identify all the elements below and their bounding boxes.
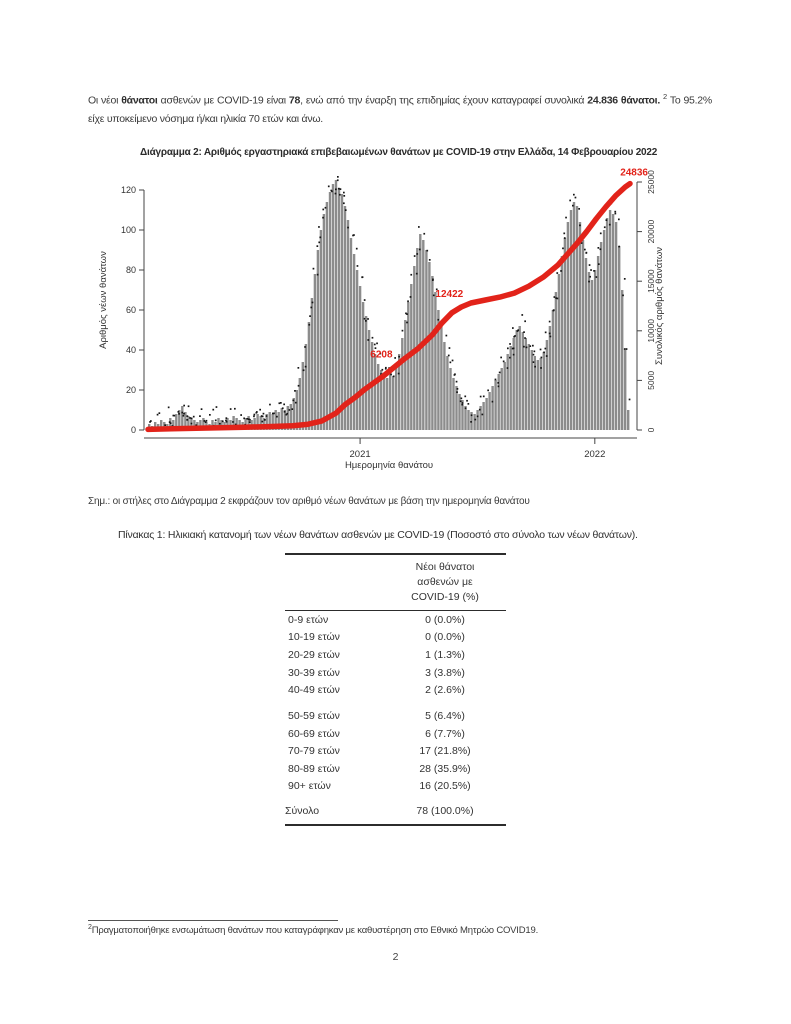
age-group-cell: 80-89 ετών [288,762,340,775]
table-row: 0-9 ετών 0 (0.0%) [285,611,506,629]
intro-bold-deaths: θάνατοι [121,94,158,107]
intro-bold-total: 24.836 θάνατοι. [587,94,660,107]
age-distribution-table: Νέοι θάνατοι ασθενών με COVID-19 (%) 0-9… [285,553,506,827]
age-group-cell: 60-69 ετών [288,727,340,740]
age-group-cell: 0-9 ετών [288,613,329,626]
table-row: 70-79 ετών 17 (21.8%) [285,742,506,760]
table-header-cell: Νέοι θάνατοι ασθενών με COVID-19 (%) [411,561,479,603]
chart-note: Σημ.: οι στήλες στο Διάγραμμα 2 εκφράζου… [88,496,530,507]
left-tick-label: 20 [126,385,136,395]
milestone-label: 12422 [435,289,463,300]
intro-bold-count: 78 [288,94,301,107]
footnote-marker: 2 [88,924,92,931]
bars-group [148,180,630,430]
deaths-chart: 0 20 40 60 80 100 120 0 5000 10000 15000 20000 25000… [98,168,665,471]
left-axis-title: Αριθμός νέων θανάτων [98,251,109,349]
value-label-specks [149,176,631,429]
table-caption: Πίνακας 1: Ηλικιακή κατανομή των νέων θα… [118,529,638,541]
value-cell: 6 (7.7%) [425,727,465,740]
age-group-cell: 10-19 ετών [288,631,340,644]
value-cell: 3 (3.8%) [425,666,465,679]
intro-text: Οι νέοι [88,94,122,107]
right-tick-label: 10000 [646,319,656,343]
left-tick-label: 80 [126,265,136,275]
milestone-label: 6208 [370,350,393,361]
value-cell: 28 (35.9%) [419,762,471,775]
left-tick-label: 60 [126,305,136,315]
age-group-cell: 20-29 ετών [288,648,340,661]
page-number: 2 [392,951,399,963]
table-row: 80-89 ετών 28 (35.9%) [285,760,506,778]
table-row: 30-39 ετών 3 (3.8%) [285,664,506,682]
left-tick-label: 100 [121,225,136,235]
value-cell: 5 (6.4%) [425,709,465,722]
value-cell: 2 (2.6%) [425,684,465,697]
total-value-cell: 78 (100.0%) [416,805,474,818]
age-group-cell: 70-79 ετών [288,745,340,758]
table-row: 40-49 ετών 2 (2.6%) [285,681,506,699]
value-cell: 1 (1.3%) [425,648,465,661]
left-tick-label: 120 [121,185,136,195]
table-row: 50-59 ετών 5 (6.4%) [285,699,506,725]
table-row: Σύνολο 78 (100.0%) [285,795,506,825]
right-tick-label: 25000 [646,170,656,194]
milestone-label: 24836 [620,168,648,179]
right-axis-title: Συνολικός αριθμός θανάτων [654,247,665,365]
age-group-cell: 40-49 ετών [288,684,340,697]
left-tick-label: 40 [126,345,136,355]
total-label-cell: Σύνολο [285,805,320,818]
footnote: 2Πραγματοποιήθηκε ενσωμάτωση θανάτων που… [88,924,539,937]
x-tick-label: 2021 [350,449,371,460]
footnote-reference: 2 [663,92,667,101]
right-tick-label: 5000 [646,371,656,390]
value-cell: 16 (20.5%) [419,780,471,793]
table-row: 10-19 ετών 0 (0.0%) [285,629,506,647]
age-group-cell: 30-39 ετών [288,666,340,679]
right-tick-label: 0 [646,427,656,432]
table-total-row: Σύνολο 78 (100.0%) [285,795,506,825]
table-header: Νέοι θάνατοι ασθενών με COVID-19 (%) [285,554,506,611]
right-tick-label: 15000 [646,269,656,293]
x-axis-title: Ημερομηνία θανάτου [345,460,433,471]
right-tick-label: 20000 [646,220,656,244]
left-tick-label: 0 [131,425,136,435]
cumulative-line [145,180,633,433]
value-cell: 0 (0.0%) [425,631,465,644]
value-cell: 17 (21.8%) [419,745,471,758]
x-axis [144,437,637,444]
right-axis [636,181,642,431]
chart-title: Διάγραμμα 2: Αριθμός εργαστηριακά επιβεβ… [140,147,658,158]
age-group-cell: 50-59 ετών [288,709,340,722]
intro-paragraph: Οι νέοι θάνατοι ασθενών με COVID-19 είνα… [88,92,712,126]
footnote-separator [88,920,338,921]
table-row: 60-69 ετών 6 (7.7%) [285,725,506,743]
value-cell: 0 (0.0%) [425,613,465,626]
x-tick-label: 2022 [584,449,605,460]
age-group-cell: 90+ ετών [288,780,331,793]
table-row: 20-29 ετών 1 (1.3%) [285,646,506,664]
table-row: 90+ ετών 16 (20.5%) [285,778,506,796]
left-axis [139,189,145,431]
table-body: 0-9 ετών 0 (0.0%) 10-19 ετών 0 (0.0%) 20-29 … [285,611,506,796]
